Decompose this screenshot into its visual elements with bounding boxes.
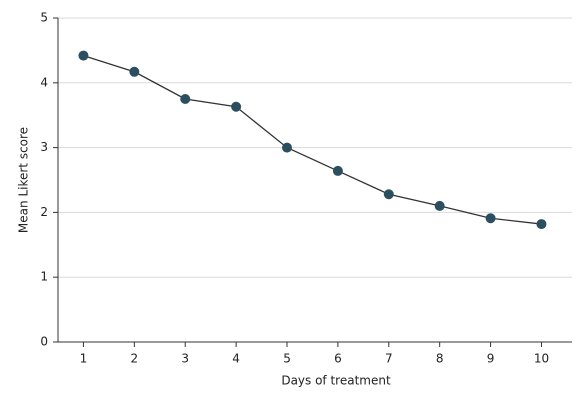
x-tick-label: 8: [436, 352, 444, 366]
x-tick-label: 2: [131, 352, 139, 366]
x-tick-label: 5: [283, 352, 291, 366]
x-tick-label: 6: [334, 352, 342, 366]
data-point: [78, 50, 89, 61]
y-tick-label: 0: [40, 335, 48, 349]
data-point: [332, 165, 343, 176]
data-point: [383, 189, 394, 200]
data-point: [536, 219, 547, 230]
data-point: [485, 213, 496, 224]
y-tick-label: 4: [40, 75, 48, 89]
series-line: [83, 54, 542, 225]
x-tick-label: 1: [80, 352, 88, 366]
x-tick-label: 7: [385, 352, 393, 366]
y-tick-label: 3: [40, 140, 48, 154]
y-axis-label: Mean Likert score: [17, 127, 31, 233]
data-point: [434, 200, 445, 211]
y-tick-label: 2: [40, 205, 48, 219]
x-tick-label: 10: [534, 352, 549, 366]
y-tick-label: 1: [40, 270, 48, 284]
y-tick-label: 5: [40, 11, 48, 25]
x-tick-label: 9: [487, 352, 495, 366]
x-axis-label: Days of treatment: [281, 374, 391, 388]
data-point: [180, 94, 191, 104]
data-point: [231, 101, 242, 112]
data-point: [129, 66, 140, 77]
data-point: [282, 142, 293, 153]
x-tick-label: 3: [181, 352, 189, 366]
x-tick-label: 4: [232, 352, 240, 366]
